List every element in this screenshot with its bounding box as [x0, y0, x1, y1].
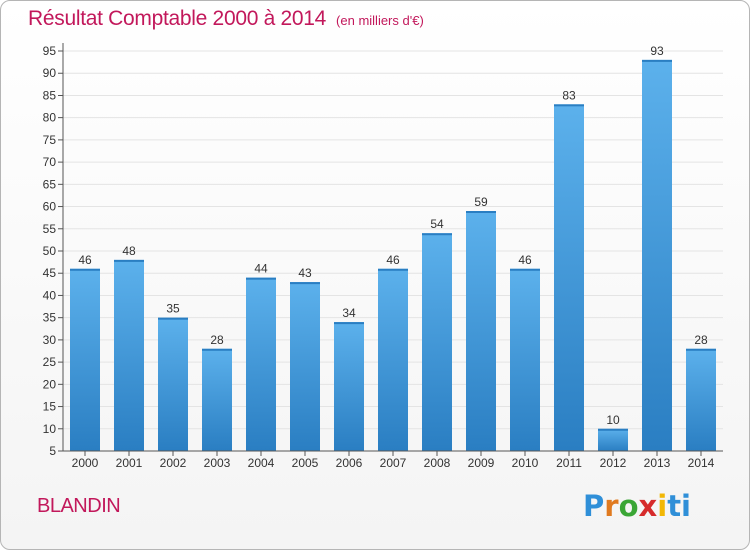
- bar-top-edge: [378, 268, 408, 271]
- bar: [598, 428, 628, 451]
- x-tick-label: 2005: [292, 456, 319, 470]
- bar-top-edge: [466, 211, 496, 213]
- bar-top-edge: [422, 233, 452, 236]
- data-label: 28: [210, 333, 224, 347]
- data-label: 46: [386, 253, 400, 267]
- y-tick-label: 5: [49, 444, 56, 458]
- y-tick-label: 85: [43, 88, 57, 102]
- y-tick-label: 45: [43, 266, 57, 280]
- data-label: 48: [122, 244, 136, 258]
- bar-top-edge: [114, 259, 144, 262]
- y-tick-label: 15: [43, 400, 57, 414]
- bar-top-edge: [334, 322, 364, 325]
- data-label: 46: [78, 253, 92, 267]
- x-tick-label: 2008: [424, 456, 451, 470]
- y-tick-label: 60: [43, 200, 57, 214]
- y-tick-label: 90: [43, 66, 57, 80]
- bar: [202, 348, 232, 451]
- y-tick-label: 55: [43, 222, 57, 236]
- bar: [158, 317, 188, 451]
- bar-top-edge: [290, 282, 320, 285]
- x-tick-label: 2007: [380, 456, 407, 470]
- bar-top-edge: [510, 268, 540, 271]
- bar-top-edge: [554, 104, 584, 107]
- x-tick-label: 2012: [600, 456, 627, 470]
- x-tick-label: 2014: [688, 456, 715, 470]
- x-tick-label: 2006: [336, 456, 363, 470]
- x-tick-label: 2001: [116, 456, 143, 470]
- bar-top-edge: [158, 317, 188, 320]
- y-tick-label: 75: [43, 133, 57, 147]
- data-label: 93: [650, 44, 664, 58]
- bar: [642, 59, 672, 452]
- y-tick-label: 95: [43, 44, 57, 58]
- y-tick-label: 40: [43, 288, 57, 302]
- data-label: 44: [254, 262, 268, 276]
- axes: 5 10 15 20 25 30 35 40 45 50 55 60 65 70 75 80 85 90 95 200…: [43, 43, 723, 470]
- y-tick-label: 20: [43, 377, 57, 391]
- brand-letter: ti: [667, 489, 691, 523]
- data-label: 10: [606, 413, 620, 427]
- y-tick-label: 25: [43, 355, 57, 369]
- y-tick-label: 30: [43, 333, 57, 347]
- bar-top-edge: [202, 348, 232, 351]
- bar: [114, 259, 144, 451]
- data-label: 83: [562, 88, 576, 102]
- bar: [334, 322, 364, 451]
- bar: [686, 348, 716, 451]
- x-tick-label: 2009: [468, 456, 495, 470]
- bars: [70, 59, 716, 452]
- x-tick-label: 2013: [644, 456, 671, 470]
- data-label: 35: [166, 302, 180, 316]
- data-label: 34: [342, 306, 356, 320]
- bar-top-edge: [642, 59, 672, 62]
- x-tick-label: 2004: [248, 456, 275, 470]
- x-tick-label: 2010: [512, 456, 539, 470]
- bar: [290, 282, 320, 451]
- x-tick-label: 2003: [204, 456, 231, 470]
- data-labels: 46 48 35 28 44 43 34 46 54 59 46 83 10 93 28: [78, 44, 708, 427]
- bar: [378, 268, 408, 451]
- bar: [70, 268, 100, 451]
- chart-title: Résultat Comptable 2000 à 2014: [28, 7, 327, 30]
- data-label: 43: [298, 266, 312, 280]
- bar-top-edge: [598, 428, 628, 431]
- y-tick-label: 70: [43, 155, 57, 169]
- y-tick-label: 50: [43, 244, 57, 258]
- brand-logo: Proxiti: [583, 489, 691, 523]
- chart-subtitle: (en milliers d'€): [336, 13, 424, 28]
- data-label: 54: [430, 217, 444, 231]
- bar-top-edge: [246, 277, 276, 280]
- y-tick-label: 65: [43, 177, 57, 191]
- bar: [554, 104, 584, 451]
- y-tick-label: 35: [43, 311, 57, 325]
- bar-top-edge: [686, 348, 716, 351]
- title-row: Résultat Comptable 2000 à 2014 (en millie…: [28, 7, 424, 31]
- brand-letter: i: [657, 489, 668, 523]
- data-label: 59: [474, 195, 488, 209]
- y-tick-label: 80: [43, 111, 57, 125]
- x-tick-label: 2011: [556, 456, 582, 470]
- brand-letter: o: [618, 489, 639, 523]
- x-tick-label: 2000: [72, 456, 99, 470]
- brand-letter: r: [604, 489, 619, 523]
- data-label: 46: [518, 253, 532, 267]
- x-tick-label: 2002: [160, 456, 187, 470]
- brand-letter: P: [583, 489, 605, 523]
- brand-letter: x: [638, 489, 658, 523]
- y-tick-label: 10: [43, 422, 57, 436]
- bar-top-edge: [70, 268, 100, 271]
- bar: [466, 211, 496, 451]
- bar: [422, 233, 452, 451]
- bar: [246, 277, 276, 451]
- data-label: 28: [694, 333, 708, 347]
- bar: [510, 268, 540, 451]
- commune-name: BLANDIN: [37, 495, 121, 517]
